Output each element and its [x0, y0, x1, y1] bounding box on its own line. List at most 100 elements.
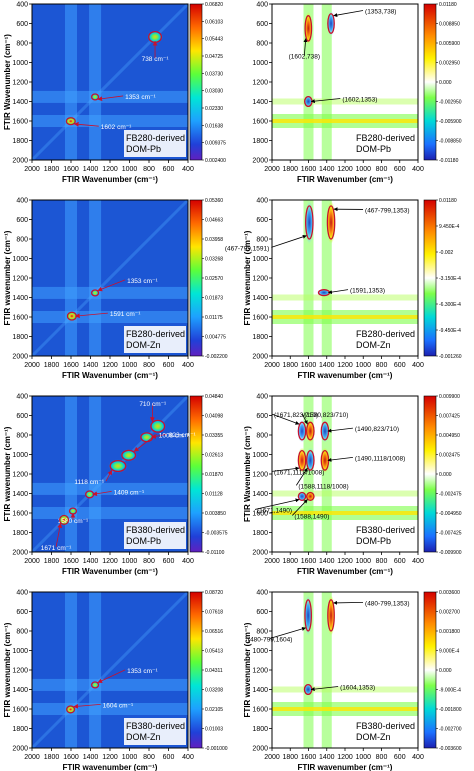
x-tick-label: 1200: [102, 362, 118, 369]
x-tick-label: 1400: [83, 166, 99, 173]
x-tick-label: 2000: [24, 754, 40, 761]
x-axis-label: FTIR Wavenumber (cm⁻¹): [297, 175, 393, 184]
colorbar-tick-label: 0.002400: [205, 158, 226, 164]
band-vertical: [303, 4, 314, 160]
y-tick-label: 2000: [252, 354, 268, 361]
x-tick-label: 1800: [44, 754, 60, 761]
x-tick-label: 1800: [282, 166, 298, 173]
y-tick-label: 1800: [252, 530, 268, 537]
y-tick-label: 800: [16, 41, 28, 48]
colorbar: [189, 395, 203, 553]
colorbar-tick-label: 0.06820: [205, 2, 223, 8]
band-horizontal: [272, 294, 418, 301]
colorbar-tick-label: -0.002475: [439, 492, 462, 498]
y-tick-label: 2000: [252, 550, 268, 557]
peak-label: (1602,738): [289, 53, 320, 60]
x-tick-label: 400: [182, 362, 194, 369]
x-tick-label: 800: [376, 362, 388, 369]
sample-label-line: FB280-derived: [126, 329, 185, 339]
y-tick-label: 1600: [12, 511, 28, 518]
sample-label-line: DOM-Pb: [126, 144, 161, 154]
band-vertical: [89, 396, 102, 552]
colorbar-tick-label: 0.009900: [439, 394, 460, 400]
peak-arrow: [271, 466, 300, 472]
colorbar-tick-label: 0.06103: [205, 19, 223, 25]
colorbar-tick-label: 0.04725: [205, 54, 223, 60]
y-tick-label: 1600: [252, 119, 268, 126]
y-tick-label: 600: [256, 413, 268, 420]
peak-label: (467-799,1591): [225, 245, 269, 252]
y-tick-label: 800: [16, 433, 28, 440]
x-tick-label: 1800: [282, 754, 298, 761]
y-tick-label: 2000: [12, 354, 28, 361]
band-horizontal-core: [272, 511, 418, 515]
peak-arrow: [270, 626, 306, 639]
colorbar-tick-label: -0.005900: [439, 119, 462, 125]
panel-2: 2000 1800 1600 1400 1200 1000 800 600 4004006008…: [252, 2, 461, 185]
x-tick-label: 1000: [355, 166, 371, 173]
peak-arrow: [97, 95, 124, 102]
x-tick-label: 2000: [24, 166, 40, 173]
y-tick-label: 1200: [252, 276, 268, 283]
colorbar-tick-label: 0.01180: [439, 2, 457, 8]
peak-arrow: [295, 467, 308, 486]
colorbar-tick-label: 0.04663: [205, 218, 223, 224]
panel-1: 2000 1800 1600 1400 1200 1000 800 600 4004006008…: [3, 2, 226, 185]
y-tick-label: 800: [256, 41, 268, 48]
colorbar-tick-label: -0.002700: [439, 727, 462, 733]
y-tick-label: 1200: [12, 668, 28, 675]
peak-circle: [109, 459, 127, 473]
peak-arrow: [303, 38, 308, 56]
panel-5: 2000 1800 1600 1400 1200 1000 800 600 4004006008…: [3, 394, 228, 577]
band-horizontal: [272, 98, 418, 105]
x-tick-label: 1200: [102, 166, 118, 173]
x-tick-label: 1200: [337, 166, 353, 173]
x-tick-label: 600: [394, 754, 406, 761]
x-tick-label: 400: [182, 166, 194, 173]
x-tick-label: 1600: [301, 558, 317, 565]
colorbar-tick-label: 0.02570: [205, 276, 223, 282]
colorbar-tick-label: -6.300E-4: [439, 302, 461, 308]
colorbar-tick-label: 0.05360: [205, 198, 223, 204]
x-tick-label: 1800: [44, 362, 60, 369]
colorbar-tick-label: 0.01638: [205, 123, 223, 129]
peak-label: (1602,1353): [342, 97, 377, 104]
y-tick-label: 600: [16, 21, 28, 28]
y-tick-label: 1800: [12, 334, 28, 341]
colorbar-tick-label: 0.01175: [205, 315, 223, 321]
y-tick-label: 400: [16, 2, 28, 9]
x-tick-label: 1000: [355, 558, 371, 565]
band-vertical: [65, 200, 77, 356]
colorbar-tick-label: 0.009375: [205, 141, 226, 147]
sample-label-line: FB280-derived: [126, 133, 185, 143]
peak-label: (1671,1490): [257, 507, 292, 514]
peak-arrow: [310, 686, 339, 692]
x-tick-label: 1400: [83, 754, 99, 761]
sample-label-line: FB380-derived: [126, 721, 185, 731]
colorbar-tick-label: 0.03208: [205, 688, 223, 694]
diagonal-band: [30, 2, 190, 162]
sample-label-line: FB380-derived: [126, 525, 185, 535]
colorbar-tick-label: -0.009900: [439, 550, 462, 556]
x-tick-label: 400: [412, 754, 424, 761]
colorbar-tick-label: 0.07618: [205, 610, 223, 616]
y-tick-label: 1200: [12, 472, 28, 479]
x-tick-label: 1400: [319, 754, 335, 761]
peak-circle: [66, 705, 76, 714]
x-tick-label: 1400: [83, 362, 99, 369]
peak-label: (1671,1118/1008): [274, 469, 324, 476]
colorbar-tick-label: 0.02105: [205, 707, 223, 713]
peak-arrow: [133, 433, 157, 452]
colorbar-tick-label: 0.01870: [205, 472, 223, 478]
colorbar-tick-label: -9.450E-4: [439, 328, 461, 334]
x-tick-label: 2000: [264, 558, 280, 565]
x-tick-label: 1800: [282, 558, 298, 565]
y-tick-label: 2000: [12, 746, 28, 753]
colorbar-tick-label: 0.04098: [205, 414, 223, 420]
panel-8: 2000 1800 1600 1400 1200 1000 800 600 4004006008…: [243, 590, 462, 771]
y-tick-label: 600: [256, 21, 268, 28]
x-tick-label: 600: [163, 166, 175, 173]
y-tick-label: 1200: [12, 80, 28, 87]
x-tick-label: 400: [182, 558, 194, 565]
